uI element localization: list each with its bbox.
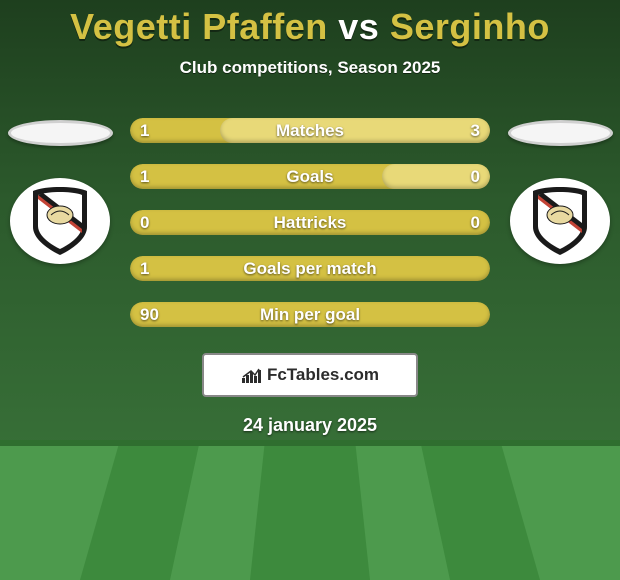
- stat-row: 1 0 Goals: [130, 164, 490, 189]
- player2-club-crest: [510, 178, 610, 264]
- player1-plate: [8, 120, 113, 146]
- stat-value-left: 1: [140, 167, 149, 187]
- stat-value-right: 3: [471, 121, 480, 141]
- player2-badge-column: [500, 118, 620, 264]
- brand-text: FcTables.com: [267, 365, 379, 385]
- stat-value-left: 0: [140, 213, 149, 233]
- chart-icon: [241, 366, 263, 384]
- stat-bars: 1 3 Matches 1 0 Goals 0 0 Hattricks 1 Goals per ma…: [130, 118, 490, 327]
- vs-label: vs: [338, 6, 379, 47]
- player1-club-crest: [10, 178, 110, 264]
- player1-badge-column: [0, 118, 120, 264]
- stat-label: Matches: [276, 121, 344, 141]
- stat-bar-right: [220, 118, 490, 143]
- stat-value-left: 90: [140, 305, 159, 325]
- subtitle: Club competitions, Season 2025: [0, 58, 620, 78]
- stat-label: Hattricks: [274, 213, 347, 233]
- stat-value-left: 1: [140, 259, 149, 279]
- date-text: 24 january 2025: [0, 415, 620, 436]
- stats-arena: 1 3 Matches 1 0 Goals 0 0 Hattricks 1 Goals per ma…: [0, 118, 620, 327]
- stat-value-left: 1: [140, 121, 149, 141]
- stat-row: 90 Min per goal: [130, 302, 490, 327]
- player2-name: Serginho: [390, 6, 550, 47]
- player1-name: Vegetti Pfaffen: [70, 6, 328, 47]
- shield-icon: [529, 185, 591, 257]
- player2-plate: [508, 120, 613, 146]
- brand-box: FcTables.com: [202, 353, 418, 397]
- shield-icon: [29, 185, 91, 257]
- stat-label: Goals: [286, 167, 333, 187]
- stat-label: Goals per match: [243, 259, 376, 279]
- stat-row: 1 Goals per match: [130, 256, 490, 281]
- stat-value-right: 0: [471, 213, 480, 233]
- stat-value-right: 0: [471, 167, 480, 187]
- stat-row: 0 0 Hattricks: [130, 210, 490, 235]
- stat-row: 1 3 Matches: [130, 118, 490, 143]
- comparison-title: Vegetti Pfaffen vs Serginho: [0, 0, 620, 48]
- stat-label: Min per goal: [260, 305, 360, 325]
